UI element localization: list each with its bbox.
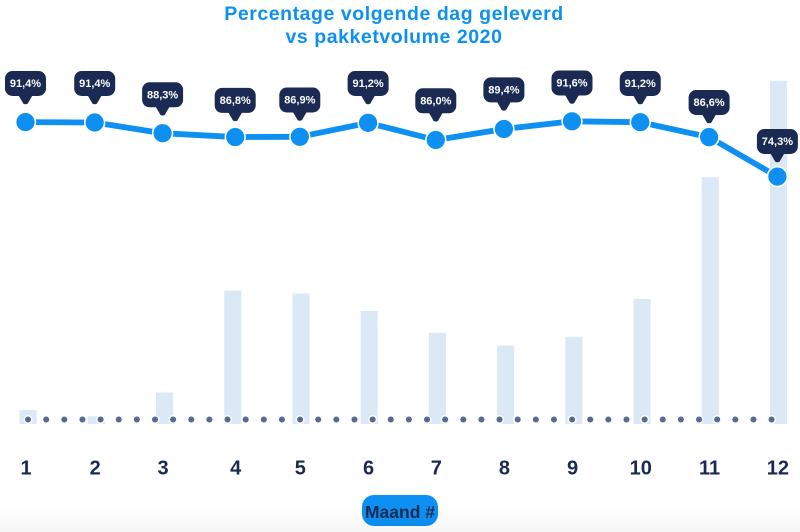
- svg-text:91,4%: 91,4%: [10, 78, 41, 90]
- svg-text:7: 7: [431, 458, 442, 480]
- svg-text:3: 3: [158, 458, 169, 480]
- svg-text:74,3%: 74,3%: [762, 136, 793, 148]
- svg-text:91,2%: 91,2%: [625, 78, 656, 90]
- svg-text:86,9%: 86,9%: [284, 95, 315, 107]
- svg-text:9: 9: [567, 458, 578, 480]
- svg-text:6: 6: [363, 458, 374, 480]
- svg-text:91,6%: 91,6%: [556, 78, 587, 90]
- svg-text:4: 4: [230, 458, 242, 480]
- svg-text:2: 2: [90, 458, 101, 480]
- svg-text:12: 12: [767, 458, 789, 480]
- svg-text:88,3%: 88,3%: [147, 89, 178, 101]
- svg-text:86,8%: 86,8%: [220, 95, 251, 107]
- svg-text:11: 11: [699, 458, 720, 480]
- svg-text:5: 5: [295, 458, 306, 480]
- svg-text:91,4%: 91,4%: [79, 78, 110, 90]
- svg-text:8: 8: [499, 458, 510, 480]
- svg-text:1: 1: [20, 458, 31, 480]
- svg-text:91,2%: 91,2%: [352, 78, 383, 90]
- svg-text:86,6%: 86,6%: [693, 97, 724, 109]
- svg-text:10: 10: [630, 458, 652, 480]
- svg-text:86,0%: 86,0%: [420, 95, 451, 107]
- svg-text:89,4%: 89,4%: [488, 84, 519, 96]
